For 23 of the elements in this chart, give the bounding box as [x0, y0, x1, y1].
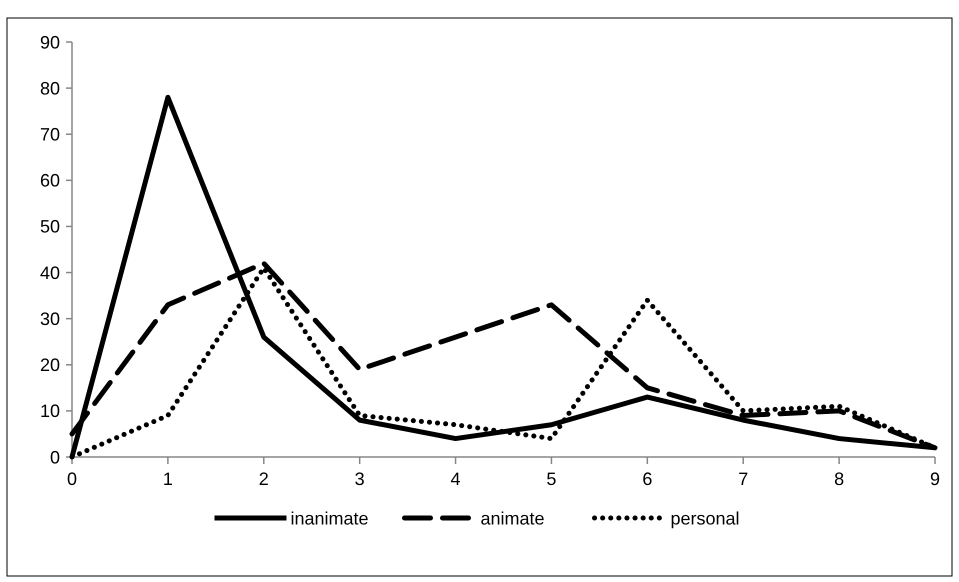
y-tick-label: 80 — [40, 78, 60, 98]
x-tick-label: 7 — [738, 469, 748, 489]
x-tick-label: 0 — [66, 469, 78, 489]
x-tick-label: 4 — [450, 469, 461, 489]
y-tick-label: 50 — [40, 216, 60, 237]
x-tick-label: 6 — [642, 469, 652, 489]
x-tick-label: 5 — [546, 469, 556, 489]
y-tick-label: 40 — [40, 262, 60, 283]
y-tick-label: 0 — [50, 447, 60, 468]
x-tick-label: 9 — [930, 469, 940, 489]
y-tick-label: 90 — [40, 32, 60, 52]
y-tick-label: 30 — [40, 308, 60, 329]
legend-label: inanimate — [290, 508, 369, 528]
x-tick-label: 2 — [258, 469, 269, 489]
legend-label: animate — [480, 508, 545, 528]
y-tick-label: 60 — [40, 170, 60, 191]
x-tick-label: 1 — [162, 469, 173, 489]
x-tick-label: 3 — [354, 469, 365, 489]
y-tick-label: 20 — [40, 355, 60, 376]
legend-label: personal — [670, 508, 740, 528]
x-tick-label: 8 — [834, 469, 844, 489]
y-tick-label: 10 — [40, 401, 60, 422]
y-tick-label: 70 — [40, 124, 60, 145]
